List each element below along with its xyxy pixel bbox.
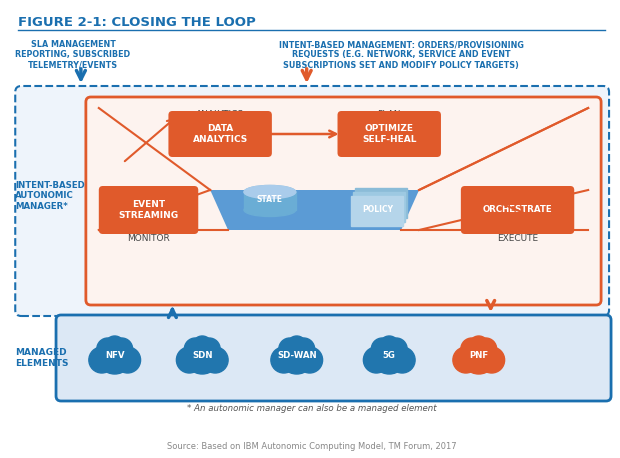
Text: SD-WAN: SD-WAN — [277, 351, 317, 360]
Circle shape — [97, 338, 133, 374]
Circle shape — [97, 338, 118, 360]
Text: * An autonomic manager can also be a managed element: * An autonomic manager can also be a man… — [187, 404, 436, 413]
Text: MANAGED
ELEMENTS: MANAGED ELEMENTS — [16, 348, 69, 368]
Circle shape — [279, 338, 314, 374]
FancyBboxPatch shape — [86, 97, 601, 305]
Text: SDN: SDN — [192, 351, 213, 360]
Circle shape — [202, 347, 228, 373]
Circle shape — [105, 336, 125, 356]
Circle shape — [297, 347, 322, 373]
Circle shape — [89, 347, 115, 373]
Circle shape — [198, 338, 220, 360]
Bar — [353, 192, 405, 222]
Circle shape — [479, 347, 505, 373]
Circle shape — [111, 338, 133, 360]
Circle shape — [279, 338, 301, 360]
Ellipse shape — [244, 203, 296, 217]
Bar — [244, 192, 296, 210]
Circle shape — [461, 338, 483, 360]
Bar — [355, 188, 407, 218]
Circle shape — [184, 338, 206, 360]
FancyBboxPatch shape — [337, 111, 441, 157]
Text: ORCHESTRATE: ORCHESTRATE — [483, 206, 552, 214]
Text: POLICY: POLICY — [362, 205, 393, 213]
Circle shape — [371, 338, 393, 360]
Ellipse shape — [244, 185, 296, 198]
Text: SLA MANAGEMENT
REPORTING, SUBSCRIBED
TELEMETRY/EVENTS: SLA MANAGEMENT REPORTING, SUBSCRIBED TEL… — [16, 40, 130, 70]
Circle shape — [184, 338, 220, 374]
Circle shape — [192, 336, 212, 356]
Text: INTENT-BASED MANAGEMENT: ORDERS/PROVISIONING
REQUESTS (E.G. NETWORK, SERVICE AND: INTENT-BASED MANAGEMENT: ORDERS/PROVISIO… — [279, 40, 524, 70]
Text: MONITOR: MONITOR — [127, 234, 170, 243]
Circle shape — [379, 336, 399, 356]
Text: EXECUTE: EXECUTE — [497, 234, 538, 243]
Circle shape — [371, 338, 407, 374]
Circle shape — [469, 336, 489, 356]
Circle shape — [461, 338, 497, 374]
Circle shape — [271, 347, 297, 373]
Text: PNF: PNF — [469, 351, 489, 360]
Circle shape — [453, 347, 479, 373]
Circle shape — [176, 347, 202, 373]
Circle shape — [293, 338, 314, 360]
Text: 5G: 5G — [383, 351, 396, 360]
Text: Source: Based on IBM Autonomic Computing Model, TM Forum, 2017: Source: Based on IBM Autonomic Computing… — [167, 442, 456, 451]
Circle shape — [389, 347, 415, 373]
Circle shape — [287, 336, 307, 356]
Text: NFV: NFV — [105, 351, 125, 360]
Text: OPTIMIZE
SELF-HEAL: OPTIMIZE SELF-HEAL — [362, 124, 417, 144]
Circle shape — [115, 347, 141, 373]
FancyBboxPatch shape — [99, 186, 198, 234]
FancyBboxPatch shape — [16, 86, 609, 316]
FancyBboxPatch shape — [56, 315, 611, 401]
Circle shape — [475, 338, 497, 360]
Text: ANALYTICS: ANALYTICS — [196, 110, 244, 119]
Text: FIGURE 2-1: CLOSING THE LOOP: FIGURE 2-1: CLOSING THE LOOP — [18, 16, 256, 29]
Circle shape — [363, 347, 389, 373]
Text: INTENT-BASED
AUTONOMIC
MANAGER*: INTENT-BASED AUTONOMIC MANAGER* — [16, 181, 85, 211]
Text: DATA
ANALYTICS: DATA ANALYTICS — [193, 124, 248, 144]
Circle shape — [385, 338, 407, 360]
Text: EVENT
STREAMING: EVENT STREAMING — [118, 200, 179, 220]
FancyBboxPatch shape — [169, 111, 272, 157]
Text: STATE: STATE — [257, 196, 283, 205]
Text: PLAN: PLAN — [378, 110, 401, 119]
FancyBboxPatch shape — [461, 186, 574, 234]
Polygon shape — [210, 190, 419, 230]
Bar — [352, 196, 403, 226]
Ellipse shape — [244, 185, 296, 198]
